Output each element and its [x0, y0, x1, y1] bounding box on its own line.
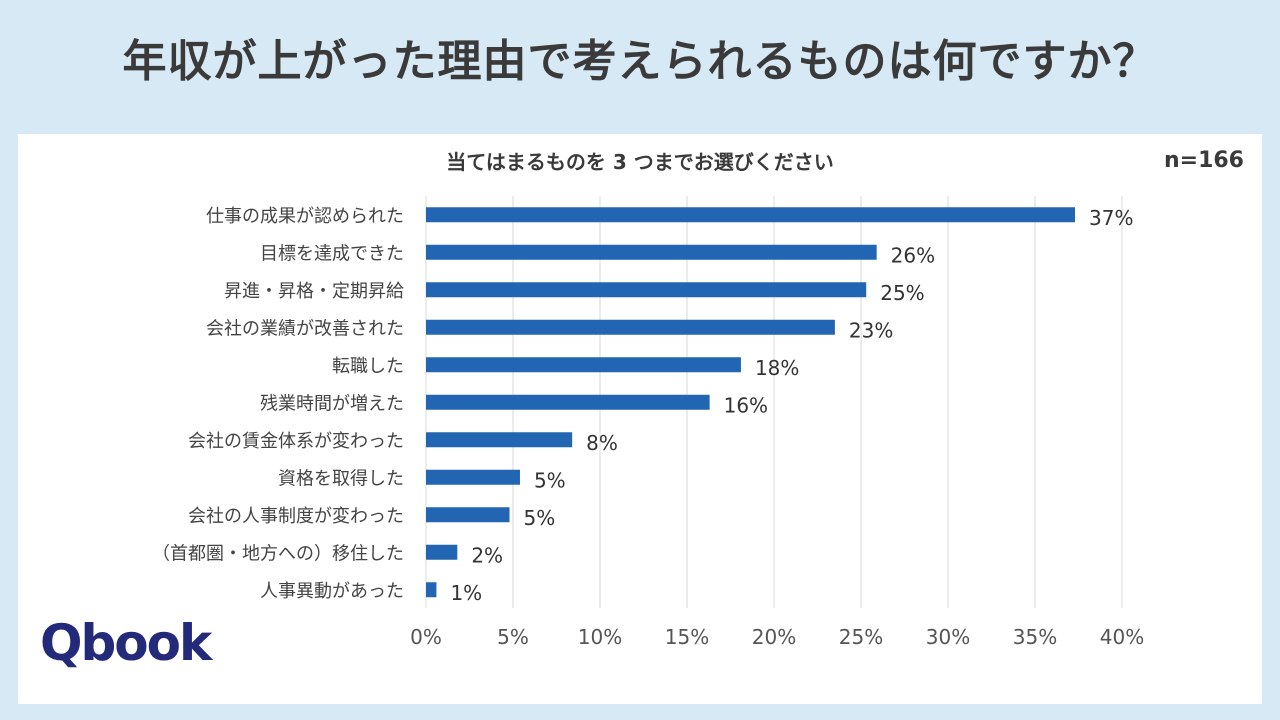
data-label: 18%: [755, 356, 799, 380]
data-label: 1%: [450, 581, 482, 605]
x-tick-label: 20%: [752, 625, 796, 649]
category-label: 昇進・昇格・定期昇給: [224, 281, 404, 302]
bar: [426, 394, 710, 410]
labels: 0% 5% 10% 15% 20% 25% 30% 35% 40% 仕事の成果が認められた 37% 目…: [152, 206, 1144, 649]
bar: [426, 507, 510, 523]
category-label: 転職した: [332, 356, 404, 377]
chart-panel: [18, 134, 1262, 704]
x-tick-label: 35%: [1013, 625, 1057, 649]
x-tick-label: 10%: [578, 625, 622, 649]
x-tick-label: 40%: [1100, 625, 1144, 649]
bar: [426, 582, 437, 598]
chart-subtitle: 当てはまるものを 3 つまでお選びください: [446, 150, 834, 174]
data-label: 5%: [534, 468, 566, 492]
data-label: 8%: [586, 431, 618, 455]
category-label: 目標を達成できた: [260, 243, 404, 264]
category-label: 会社の賃金体系が変わった: [188, 431, 404, 452]
data-label: 37%: [1089, 206, 1133, 230]
data-label: 23%: [849, 318, 893, 342]
bar: [426, 207, 1076, 223]
bar: [426, 357, 741, 373]
data-label: 25%: [880, 281, 924, 305]
x-tick-label: 25%: [839, 625, 883, 649]
bar: [426, 544, 458, 560]
bar: [426, 282, 867, 298]
bar: [426, 469, 520, 485]
category-label: 仕事の成果が認められた: [206, 206, 404, 227]
category-label: 人事異動があった: [260, 581, 404, 602]
category-label: 資格を取得した: [278, 468, 404, 489]
page-title: 年収が上がった理由で考えられるものは何ですか？: [122, 36, 1158, 87]
bar: [426, 432, 573, 448]
data-label: 5%: [524, 506, 556, 530]
x-tick-label: 30%: [926, 625, 970, 649]
qbook-logo: Qbook: [40, 614, 212, 672]
bar: [426, 319, 835, 335]
data-label: 2%: [471, 543, 503, 567]
category-label: 会社の人事制度が変わった: [188, 506, 404, 527]
bar: [426, 244, 877, 260]
bars: [426, 207, 1076, 598]
category-label: （首都圏・地方への）移住した: [152, 543, 404, 564]
category-label: 残業時間が増えた: [260, 393, 404, 414]
x-tick-label: 5%: [497, 625, 529, 649]
sample-size-label: n=166: [1163, 148, 1244, 173]
data-label: 16%: [724, 393, 768, 417]
category-label: 会社の業績が改善された: [206, 318, 404, 339]
x-tick-label: 0%: [410, 625, 442, 649]
x-tick-label: 15%: [665, 625, 709, 649]
data-label: 26%: [891, 243, 935, 267]
